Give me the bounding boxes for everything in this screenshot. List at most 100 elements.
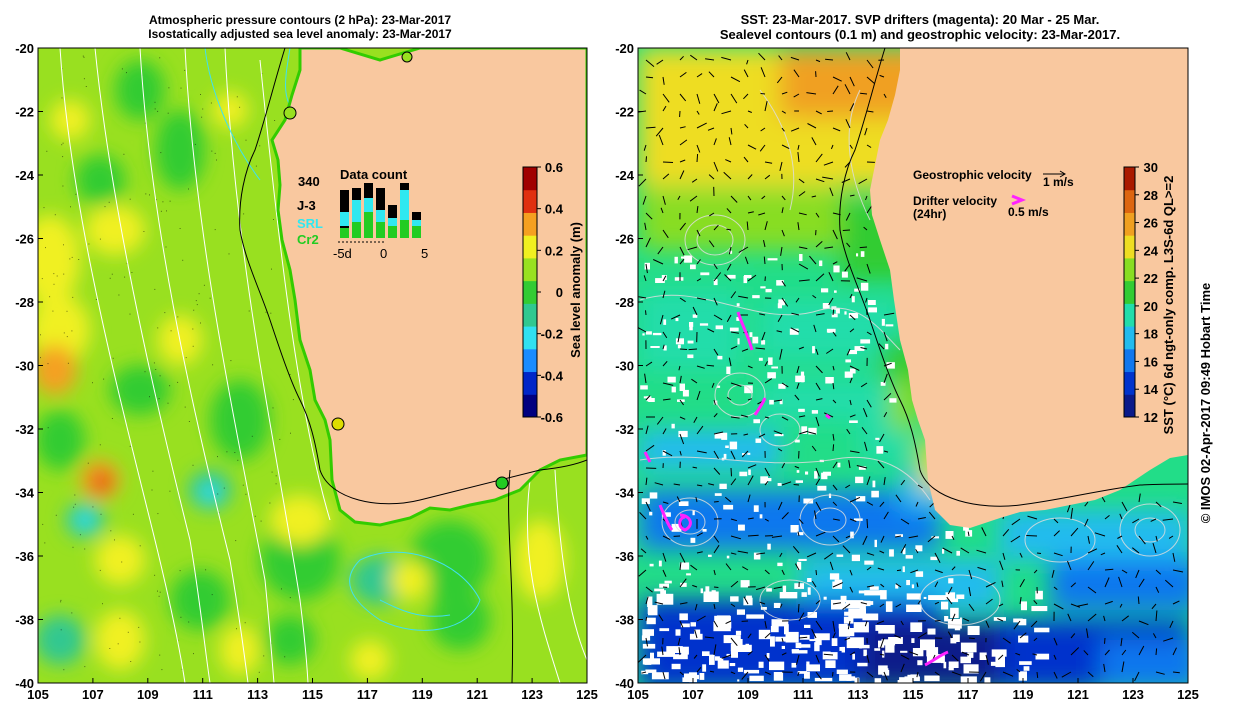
velocity-arrow (846, 428, 851, 435)
cloud-patch (806, 661, 810, 666)
velocity-arrow (638, 654, 647, 663)
cloud-patch (843, 628, 855, 637)
cloud-patch (730, 596, 739, 602)
velocity-arrow (806, 552, 817, 558)
velocity-arrow (1172, 671, 1180, 674)
cloud-patch (650, 652, 654, 660)
velocity-arrow (832, 461, 838, 469)
colorbar-tick-label: -0.2 (541, 327, 563, 342)
cloud-patch (678, 501, 689, 506)
velocity-arrow (777, 501, 783, 511)
cloud-patch (797, 671, 807, 674)
lon-tick-label: 121 (466, 687, 488, 702)
velocity-arrow (730, 450, 736, 460)
sla-blob (95, 535, 145, 585)
cloud-patch (705, 586, 710, 594)
velocity-arrow (1002, 637, 1011, 644)
cloud-patch (878, 665, 888, 675)
cloud-patch (821, 288, 829, 293)
velocity-arrow (1138, 578, 1145, 588)
velocity-arrow (654, 482, 664, 486)
sla-dot (71, 256, 73, 258)
velocity-arrow (844, 637, 851, 641)
velocity-arrow (793, 69, 800, 78)
cloud-patch (737, 679, 740, 682)
geo-velocity-scale: 1 m/s (1043, 175, 1074, 189)
velocity-arrow (763, 239, 766, 248)
velocity-arrow (883, 373, 888, 384)
sla-dot (155, 369, 157, 370)
velocity-arrow (823, 653, 834, 656)
lon-tick-label: 113 (848, 687, 869, 702)
velocity-arrow (679, 170, 685, 180)
velocity-arrow (676, 496, 681, 503)
cloud-patch (798, 408, 805, 412)
sla-dot (185, 357, 187, 359)
cloud-patch (729, 327, 739, 332)
cloud-patch (897, 680, 904, 683)
cloud-patch (681, 256, 690, 259)
velocity-arrow (1070, 508, 1073, 520)
sla-dot (271, 268, 272, 270)
cloud-patch (769, 399, 774, 405)
velocity-arrow (1138, 493, 1141, 503)
velocity-arrow (764, 361, 768, 367)
velocity-arrow (777, 448, 783, 452)
sla-dot (169, 200, 171, 202)
velocity-arrow (694, 603, 698, 611)
cloud-patch (960, 676, 977, 683)
velocity-arrow (866, 654, 870, 664)
velocity-arrow (1053, 637, 1058, 646)
sla-dot (255, 165, 257, 167)
cloud-patch (726, 366, 731, 374)
velocity-arrow (1120, 637, 1123, 647)
cloud-patch (791, 662, 797, 668)
cloud-patch (1013, 618, 1023, 623)
velocity-arrow (730, 637, 738, 647)
velocity-arrow (915, 501, 919, 507)
sla-dot (239, 106, 241, 108)
velocity-arrow (1053, 552, 1063, 557)
lat-tick-label: -20 (615, 41, 634, 56)
velocity-arrow (814, 510, 817, 520)
velocity-arrow (764, 569, 770, 575)
cloud-patch (671, 663, 681, 670)
velocity-arrow (639, 512, 647, 520)
velocity-arrow (725, 563, 732, 571)
sla-dot (42, 523, 44, 525)
velocity-arrow (866, 585, 874, 588)
velocity-arrow (1019, 552, 1023, 558)
velocity-arrow (876, 620, 885, 625)
cloud-patch (1018, 671, 1027, 681)
velocity-arrow (866, 501, 874, 506)
velocity-arrow (1137, 596, 1140, 605)
cloud-patch (807, 578, 812, 582)
sla-dot (47, 363, 49, 365)
cloud-patch (761, 340, 766, 345)
cloud-patch (954, 627, 961, 631)
cloud-patch (723, 504, 734, 510)
velocity-arrow (644, 373, 647, 384)
cloud-patch (906, 604, 922, 612)
velocity-arrow (832, 444, 835, 452)
sla-blob (350, 640, 390, 680)
velocity-arrow (696, 278, 702, 282)
velocity-arrow (730, 331, 739, 334)
cloud-patch (809, 639, 820, 642)
sla-dot (129, 313, 131, 315)
velocity-arrow (679, 93, 687, 102)
velocity-arrow (741, 671, 749, 680)
cloud-patch (640, 385, 648, 390)
velocity-arrow (724, 496, 732, 503)
velocity-arrow (747, 144, 757, 150)
cloud-patch (689, 322, 694, 327)
velocity-arrow (660, 207, 664, 214)
cloud-patch (758, 357, 763, 361)
cloud-patch (736, 317, 740, 321)
velocity-arrow (879, 550, 885, 554)
velocity-arrow (1104, 649, 1110, 656)
velocity-arrow (645, 310, 647, 316)
inset-legend-cr2: Cr2 (297, 232, 319, 247)
velocity-arrow (696, 229, 701, 237)
velocity-arrow (662, 331, 668, 339)
